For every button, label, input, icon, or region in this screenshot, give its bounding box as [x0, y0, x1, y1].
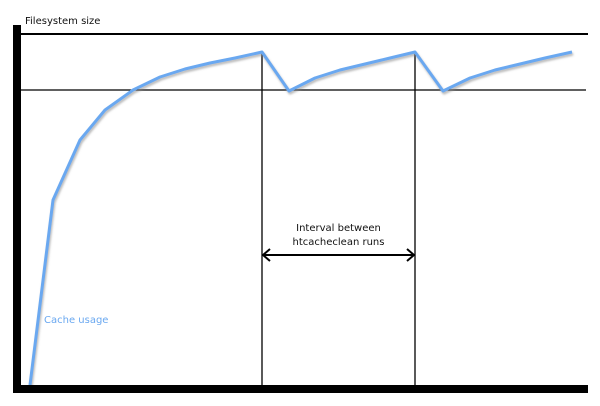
- double-headed-arrow-icon: [261, 248, 416, 262]
- interval-label-line-1: Interval between: [296, 223, 381, 234]
- x-axis: [13, 385, 588, 393]
- y-axis: [13, 25, 21, 393]
- y-axis-label: Filesystem size: [25, 16, 101, 27]
- cache-usage-label: Cache usage: [44, 315, 109, 326]
- interval-label-line-2: htcacheclean runs: [292, 237, 385, 248]
- cache-usage-curve: [28, 50, 573, 386]
- interval-label: Interval between htcacheclean runs: [262, 222, 415, 250]
